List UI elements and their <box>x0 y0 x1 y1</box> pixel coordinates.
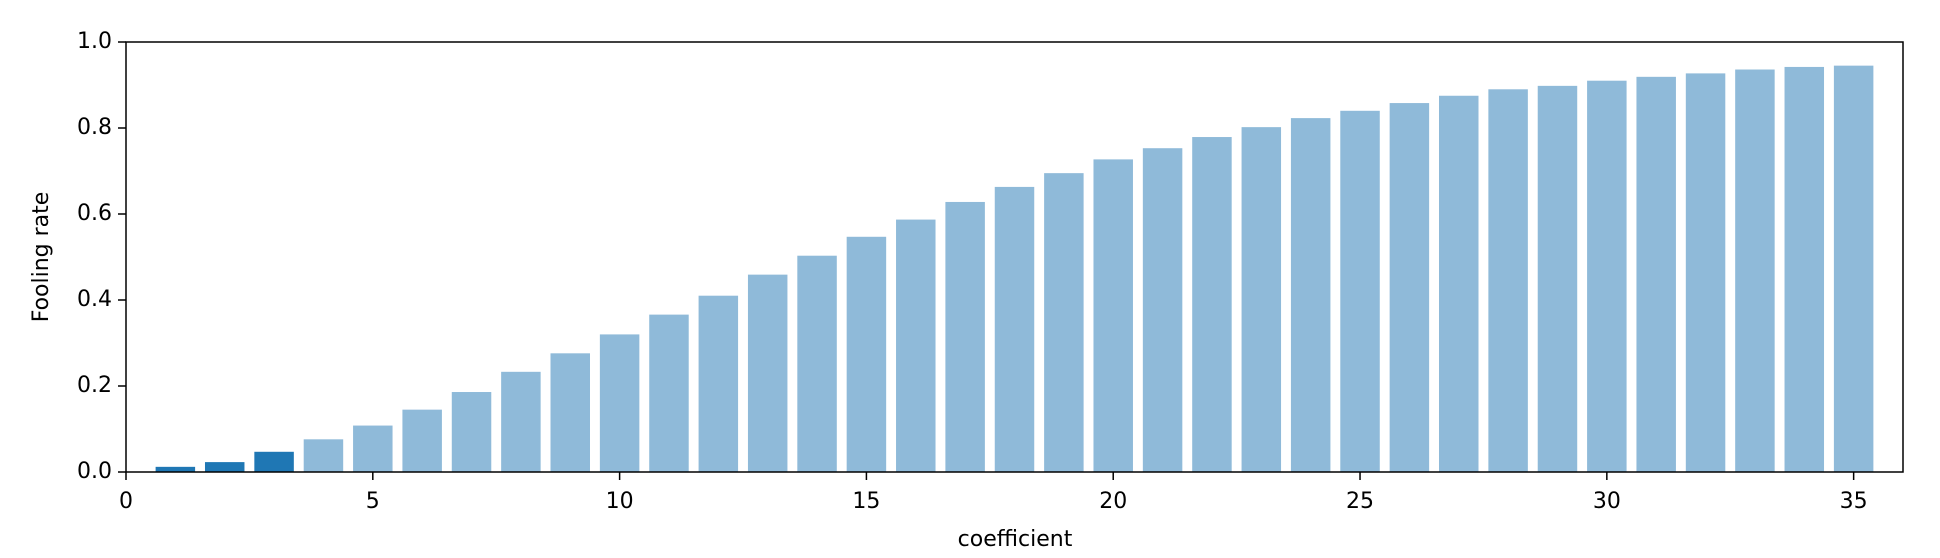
bar <box>1784 66 1825 472</box>
bar <box>550 353 590 472</box>
x-tick-label: 10 <box>606 489 634 514</box>
bar <box>254 451 294 472</box>
bar <box>698 295 739 472</box>
bar <box>1833 65 1874 473</box>
bar <box>599 334 640 472</box>
x-tick-label: 15 <box>852 489 880 514</box>
bar <box>402 409 442 472</box>
x-tick-label: 25 <box>1346 489 1374 514</box>
bar <box>1389 103 1430 472</box>
bar <box>451 392 492 472</box>
bar <box>1192 137 1232 472</box>
bar <box>1537 85 1578 473</box>
bar <box>846 236 887 472</box>
bar <box>1587 80 1627 472</box>
bar <box>945 201 985 472</box>
bar <box>1636 76 1676 472</box>
bar <box>303 439 344 472</box>
x-tick-label: 35 <box>1840 489 1868 514</box>
bar <box>1241 127 1282 472</box>
x-tick-label: 0 <box>119 489 133 514</box>
bar <box>1044 173 1084 472</box>
x-tick-label: 20 <box>1099 489 1127 514</box>
bar <box>353 425 393 472</box>
bar <box>1488 89 1528 473</box>
y-tick-label: 0.8 <box>77 115 112 140</box>
bar <box>155 466 196 472</box>
x-tick-label: 30 <box>1593 489 1621 514</box>
bar <box>896 219 936 472</box>
bar <box>501 371 541 472</box>
bar <box>994 186 1035 472</box>
y-tick-label: 0.2 <box>77 373 112 398</box>
bar <box>1093 159 1133 472</box>
bar <box>747 274 788 472</box>
y-tick-label: 1.0 <box>77 29 112 54</box>
plot-frame <box>125 41 1904 473</box>
x-axis-label: coefficient <box>958 527 1073 552</box>
bar <box>649 314 689 472</box>
bar <box>1340 110 1380 473</box>
bar <box>1685 73 1726 472</box>
bar <box>797 255 837 472</box>
y-axis-label: Fooling rate <box>29 192 54 323</box>
x-tick-label: 5 <box>366 489 380 514</box>
bar <box>1142 148 1183 472</box>
y-tick-label: 0.6 <box>77 201 112 226</box>
bar <box>1439 95 1479 472</box>
bar <box>204 462 245 472</box>
y-tick-label: 0.4 <box>77 287 112 312</box>
bar <box>1290 118 1331 473</box>
bar <box>1735 69 1775 473</box>
y-tick-label: 0.0 <box>77 459 112 484</box>
